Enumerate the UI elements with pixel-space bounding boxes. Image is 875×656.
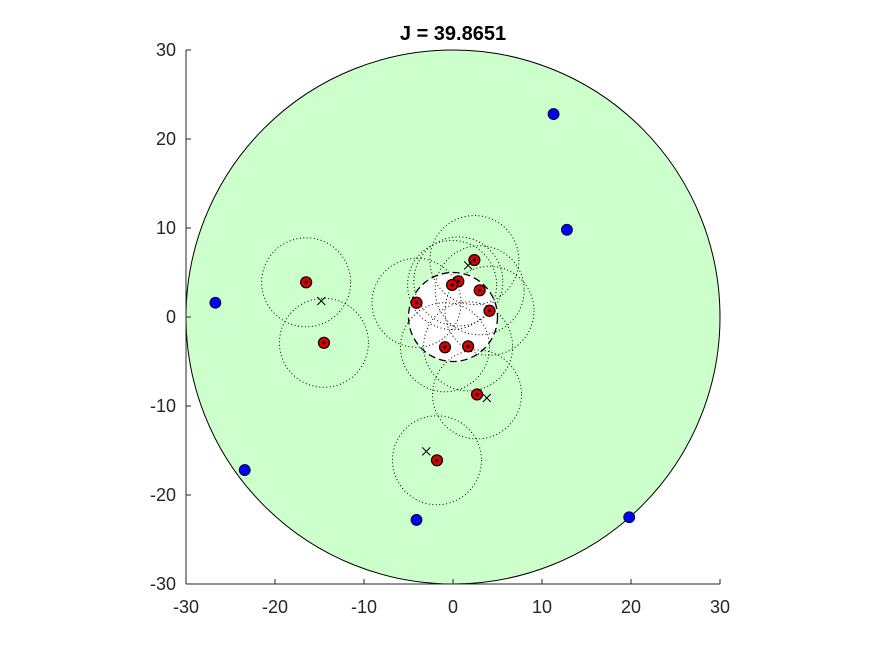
x-tick-label: 20 — [621, 597, 641, 617]
coverage-circle — [432, 349, 523, 440]
chart-title: J = 39.8651 — [400, 23, 506, 45]
blue-point — [209, 296, 222, 309]
red-point-dot — [304, 280, 308, 284]
coverage-circle — [371, 257, 462, 348]
red-point-dot — [472, 258, 476, 262]
red-point — [470, 388, 484, 401]
x-point — [421, 447, 431, 456]
coverage-circle — [429, 215, 520, 306]
x-tick-label: 30 — [710, 597, 730, 617]
red-point — [317, 336, 331, 349]
red-point-dot — [478, 288, 482, 292]
y-tick-label: -30 — [150, 574, 176, 594]
inner-region-circle — [407, 271, 499, 363]
y-tick-label: -10 — [150, 396, 176, 416]
x-tick-label: 10 — [532, 597, 552, 617]
blue-point — [623, 511, 636, 524]
red-point — [473, 284, 486, 297]
red-point-dot — [466, 344, 470, 348]
y-tick-label: -20 — [150, 485, 176, 505]
coverage-circle — [391, 415, 482, 506]
coverage-circle — [444, 265, 535, 356]
red-point — [430, 454, 444, 467]
red-point — [410, 296, 423, 309]
red-point — [300, 276, 313, 289]
red-point — [468, 253, 481, 267]
x-tick-label: -10 — [351, 597, 377, 617]
x-point-stroke — [421, 447, 431, 456]
red-point-dot — [435, 458, 439, 462]
plot-area — [185, 49, 721, 585]
red-point — [438, 341, 452, 354]
x-tick-label: -20 — [262, 597, 288, 617]
regions — [185, 49, 721, 585]
coverage-circle — [423, 301, 514, 392]
y-ticks: -30 -20 -10 0 10 20 30 — [150, 40, 191, 594]
red-point-dot — [414, 301, 419, 305]
x-point — [316, 296, 326, 306]
x-point-stroke — [316, 296, 326, 306]
coverage-circle — [407, 239, 498, 330]
red-point-dot — [450, 283, 454, 287]
coverage-circle — [261, 237, 352, 328]
dotted-circles — [261, 215, 535, 506]
axes: -30 -20 -10 0 10 20 30 -30 -20 -10 0 10 20 30 — [150, 40, 730, 617]
red-point — [483, 304, 496, 317]
coverage-circle — [434, 245, 525, 336]
coverage-circle — [278, 297, 369, 388]
x-tick-label: 0 — [448, 597, 458, 617]
x-point — [482, 393, 492, 403]
x-point-stroke — [463, 261, 473, 270]
blue-point — [561, 223, 573, 236]
red-point — [446, 278, 459, 292]
x-tick-label: -30 — [173, 597, 199, 617]
x-point-stroke — [482, 393, 492, 403]
red-point-dot — [487, 309, 492, 313]
blue-point — [410, 514, 423, 526]
coverage-circle — [399, 302, 490, 393]
x-point — [463, 261, 473, 270]
red-point — [462, 340, 475, 353]
x-ticks: -30 -20 -10 0 10 20 30 — [173, 579, 730, 617]
red-point-dot — [322, 341, 326, 345]
coverage-circle — [413, 236, 504, 327]
red-point-dot — [443, 345, 447, 349]
y-tick-label: 30 — [156, 40, 176, 60]
blue-point — [547, 108, 560, 120]
y-tick-label: 0 — [166, 307, 176, 327]
y-tick-label: 20 — [156, 129, 176, 149]
markers — [209, 108, 636, 526]
blue-point — [238, 464, 251, 476]
y-tick-label: 10 — [156, 218, 176, 238]
red-point-dot — [475, 392, 479, 397]
